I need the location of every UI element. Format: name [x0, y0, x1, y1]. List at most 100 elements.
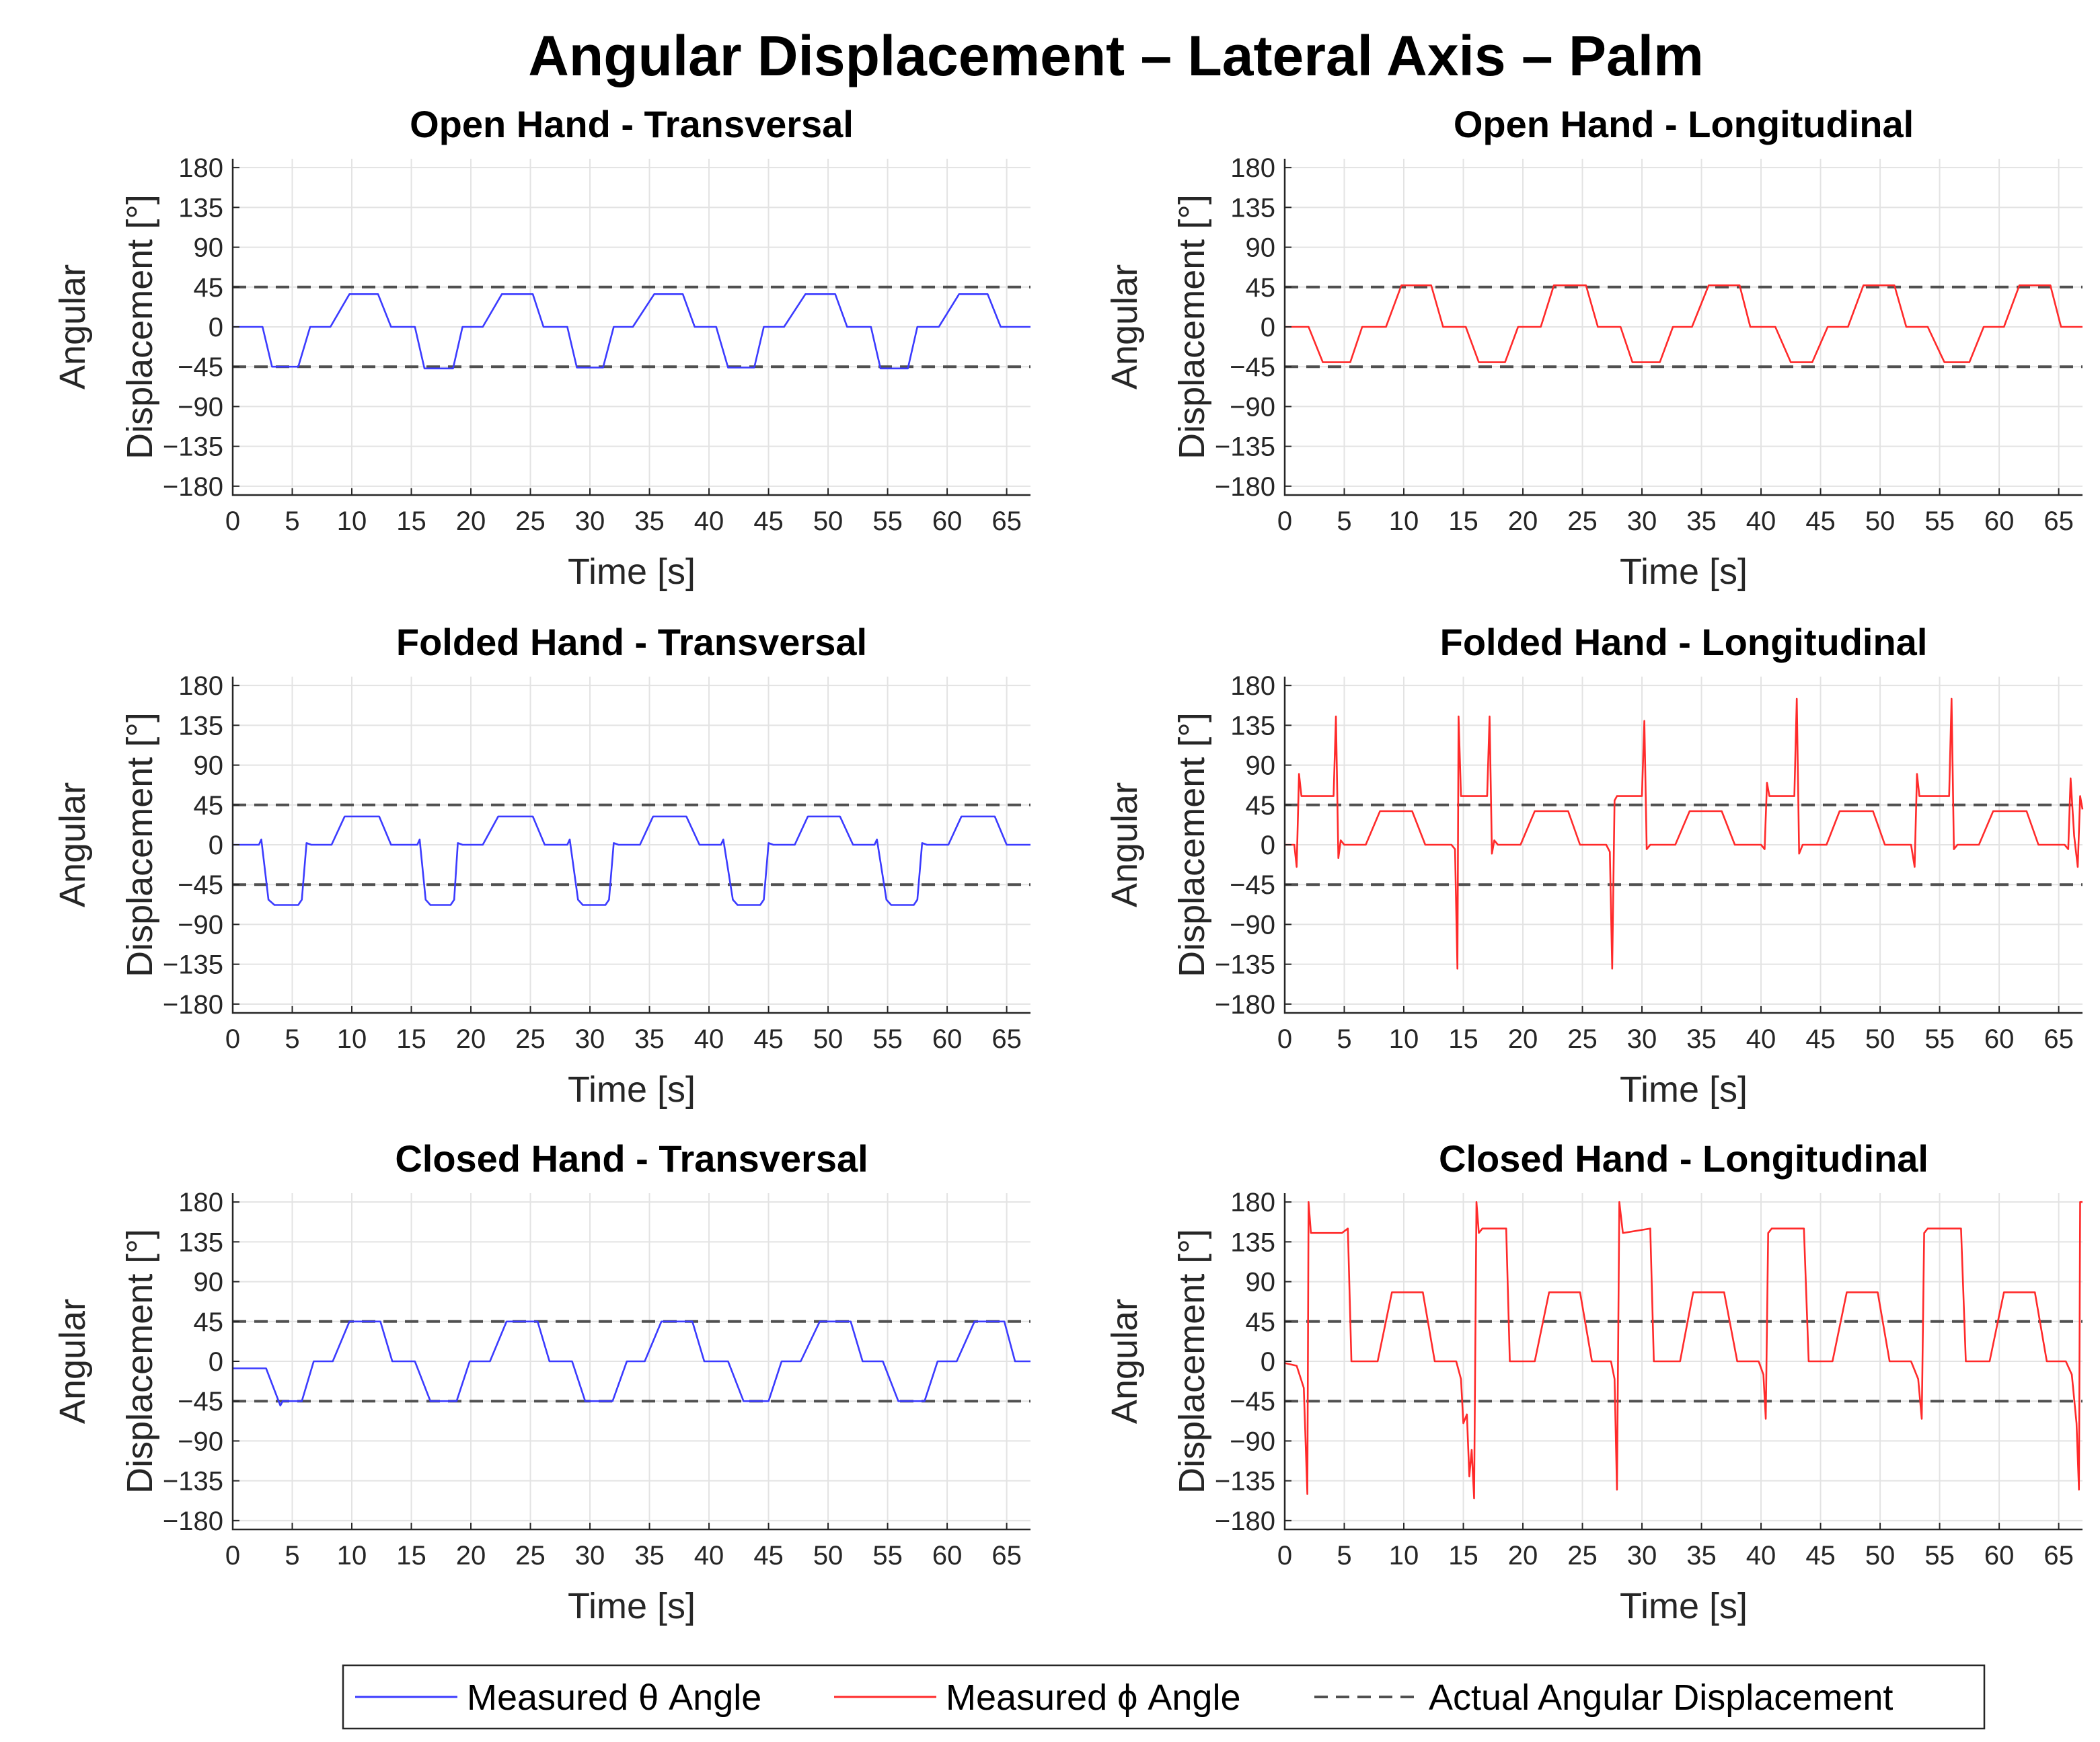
- x-tick-label: 45: [1805, 1541, 1836, 1570]
- y-tick-label: 0: [1261, 313, 1275, 342]
- figure-title: Angular Displacement – Lateral Axis – Pa…: [528, 24, 1704, 87]
- x-tick-label: 30: [575, 1541, 605, 1570]
- x-tick-label: 25: [1567, 1541, 1598, 1570]
- x-tick-label: 5: [1337, 506, 1351, 536]
- y-tick-label: 180: [1230, 153, 1275, 183]
- x-tick-label: 25: [1567, 506, 1598, 536]
- legend-phi-label: Measured ϕ Angle: [946, 1677, 1241, 1718]
- subplot-title: Open Hand - Longitudinal: [1454, 103, 1914, 145]
- x-tick-label: 30: [575, 1024, 605, 1054]
- x-tick-label: 65: [991, 1541, 1022, 1570]
- y-tick-label: −45: [178, 352, 223, 382]
- y-tick-label: 0: [209, 1347, 223, 1377]
- x-tick-label: 45: [753, 1541, 784, 1570]
- x-tick-label: 15: [396, 506, 426, 536]
- x-tick-label: 5: [285, 1024, 299, 1054]
- x-tick-label: 20: [1508, 506, 1538, 536]
- x-tick-label: 50: [1865, 506, 1896, 536]
- subplot-grid: 0 5 10 15 20 25 30 35 40 45 50 55 60 6518013590450−45…: [52, 103, 2084, 1626]
- y-axis-label-line2: Displacement [°]: [1172, 194, 1212, 459]
- x-tick-label: 50: [813, 506, 843, 536]
- x-tick-label: 5: [285, 1541, 299, 1570]
- y-tick-label: −180: [163, 990, 223, 1020]
- y-axis-label-line2: Displacement [°]: [120, 712, 160, 977]
- y-axis-label-line2: Displacement [°]: [1172, 712, 1212, 977]
- y-tick-label: 45: [194, 791, 224, 821]
- x-tick-label: 65: [2043, 1024, 2074, 1054]
- subplot-title: Folded Hand - Transversal: [396, 621, 867, 663]
- x-tick-label: 40: [694, 506, 724, 536]
- x-tick-label: 20: [456, 1541, 486, 1570]
- x-tick-label: 25: [515, 1024, 546, 1054]
- x-axis-label: Time [s]: [568, 552, 696, 592]
- x-tick-label: 45: [1805, 1024, 1836, 1054]
- y-tick-label: 135: [1230, 1227, 1275, 1257]
- x-axis-label: Time [s]: [1620, 552, 1748, 592]
- series-line-phi: [1285, 284, 2083, 363]
- x-tick-label: 40: [1746, 1541, 1776, 1570]
- y-tick-label: 45: [194, 273, 224, 303]
- x-tick-label: 40: [1746, 506, 1776, 536]
- x-tick-label: 30: [575, 506, 605, 536]
- series-line-phi: [1284, 1201, 2083, 1500]
- y-tick-label: 0: [1261, 831, 1275, 860]
- x-tick-label: 50: [1865, 1024, 1896, 1054]
- x-tick-label: 60: [1984, 1024, 2015, 1054]
- x-tick-label: 55: [872, 506, 903, 536]
- y-tick-label: −135: [163, 432, 223, 462]
- y-tick-label: −135: [1215, 950, 1275, 980]
- x-tick-label: 35: [634, 1541, 665, 1570]
- y-tick-label: −135: [1215, 1467, 1275, 1497]
- y-tick-label: −180: [1215, 990, 1275, 1020]
- x-tick-label: 60: [1984, 1541, 2015, 1570]
- x-axis-label: Time [s]: [568, 1586, 696, 1626]
- x-tick-label: 55: [872, 1541, 903, 1570]
- x-tick-label: 55: [1924, 506, 1955, 536]
- x-tick-label: 65: [991, 1024, 1022, 1054]
- y-tick-label: −90: [178, 910, 223, 940]
- x-axis-label: Time [s]: [1620, 1069, 1748, 1110]
- x-tick-label: 15: [1448, 1541, 1478, 1570]
- x-tick-label: 20: [1508, 1024, 1538, 1054]
- x-tick-label: 5: [285, 506, 299, 536]
- y-tick-label: 180: [178, 1188, 223, 1217]
- x-tick-label: 45: [753, 1024, 784, 1054]
- x-axis-label: Time [s]: [1620, 1586, 1748, 1626]
- x-tick-label: 60: [932, 1541, 963, 1570]
- x-tick-label: 35: [1686, 1541, 1717, 1570]
- x-tick-label: 40: [694, 1541, 724, 1570]
- y-tick-label: 45: [1246, 273, 1276, 303]
- y-tick-label: −90: [1230, 1427, 1275, 1456]
- x-tick-label: 30: [1627, 506, 1657, 536]
- y-tick-label: −45: [1230, 352, 1275, 382]
- y-axis-label-line2: Displacement [°]: [1172, 1229, 1212, 1494]
- x-tick-label: 55: [1924, 1541, 1955, 1570]
- x-tick-label: 10: [1389, 1541, 1419, 1570]
- y-tick-label: 90: [194, 1268, 224, 1297]
- x-tick-label: 20: [456, 506, 486, 536]
- x-tick-label: 40: [1746, 1024, 1776, 1054]
- x-tick-label: 0: [1277, 506, 1292, 536]
- x-tick-label: 35: [634, 1024, 665, 1054]
- x-tick-label: 65: [2043, 506, 2074, 536]
- x-tick-label: 15: [1448, 1024, 1478, 1054]
- y-tick-label: 135: [178, 711, 223, 741]
- legend-box: Measured θ Angle Measured ϕ Angle Actual…: [342, 1664, 1986, 1730]
- x-tick-label: 10: [337, 506, 367, 536]
- x-tick-label: 25: [1567, 1024, 1598, 1054]
- y-tick-label: −45: [1230, 870, 1275, 900]
- y-tick-label: 135: [178, 1227, 223, 1257]
- x-tick-label: 55: [872, 1024, 903, 1054]
- y-tick-label: 0: [1261, 1347, 1275, 1377]
- subplot-p0: 0 5 10 15 20 25 30 35 40 45 50 55 60 65 180 135 90 45 0 −45…: [52, 103, 1030, 592]
- x-tick-label: 45: [753, 506, 784, 536]
- y-axis-label-line2: Displacement [°]: [120, 194, 160, 459]
- x-tick-label: 50: [1865, 1541, 1896, 1570]
- x-tick-label: 0: [1277, 1541, 1292, 1570]
- y-tick-label: 180: [178, 153, 223, 183]
- subplot-title: Folded Hand - Longitudinal: [1440, 621, 1928, 663]
- x-tick-label: 15: [396, 1024, 426, 1054]
- y-axis-label-line1: Angular: [52, 264, 93, 389]
- y-tick-label: 0: [209, 831, 223, 860]
- subplot-p4: 0 5 10 15 20 25 30 35 40 45 50 55 60 65 180 135 90 45 0 −45…: [52, 1137, 1030, 1626]
